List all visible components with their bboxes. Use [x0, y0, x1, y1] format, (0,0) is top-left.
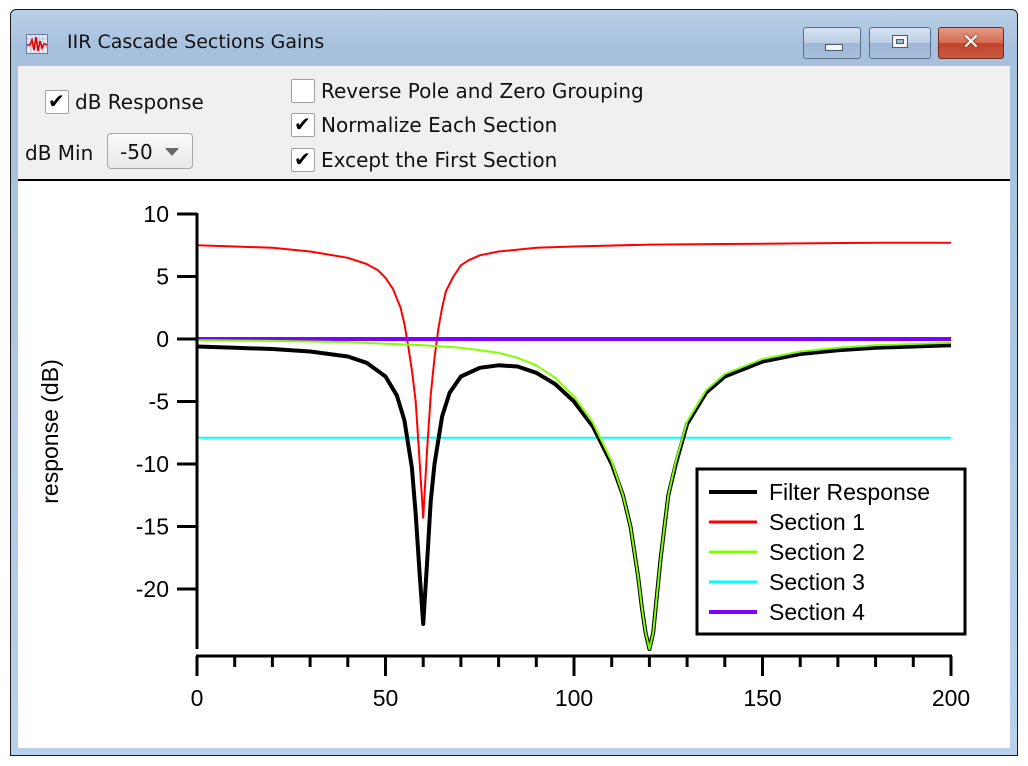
title-bar[interactable]: IIR Cascade Sections Gains ✕ — [11, 10, 1017, 66]
x-tick-label: 50 — [373, 685, 399, 711]
checkmark-icon: ✔ — [294, 147, 311, 171]
maximize-button[interactable] — [869, 27, 931, 59]
y-axis-label: response (dB) — [37, 359, 63, 503]
db-min-value: -50 — [120, 140, 153, 164]
series-line-filter-response — [196, 343, 952, 651]
db-response-checkbox[interactable]: ✔ dB Response — [45, 89, 204, 114]
reverse-grouping-checkbox[interactable]: Reverse Pole and Zero Grouping — [291, 79, 644, 103]
legend-label: Section 1 — [769, 509, 865, 535]
checkbox-box[interactable]: ✔ — [291, 112, 315, 137]
y-tick-label: 5 — [156, 264, 169, 290]
checkbox-box[interactable]: ✔ — [45, 89, 69, 114]
x-tick-label: 100 — [555, 685, 593, 711]
close-icon: ✕ — [961, 30, 981, 55]
checkbox-box[interactable] — [291, 79, 315, 103]
reverse-grouping-label: Reverse Pole and Zero Grouping — [321, 79, 644, 103]
db-min-dropdown[interactable]: -50 — [107, 133, 193, 169]
series-line-section-2 — [196, 339, 952, 650]
x-tick-label: 0 — [191, 685, 204, 711]
close-button[interactable]: ✕ — [938, 27, 1004, 59]
normalize-each-label: Normalize Each Section — [321, 113, 558, 137]
chevron-down-icon — [165, 148, 179, 156]
chart-legend: Filter Response Section 1 Section 2 Section… — [695, 467, 967, 636]
minimize-icon — [825, 44, 843, 51]
checkmark-icon: ✔ — [294, 112, 311, 136]
legend-label: Section 4 — [769, 599, 865, 625]
control-panel: ✔ dB Response dB Min -50 Reverse Pole an… — [18, 66, 1010, 181]
waveform-icon — [26, 34, 48, 54]
except-first-checkbox[interactable]: ✔ Except the First Section — [291, 147, 558, 172]
db-response-label: dB Response — [75, 90, 204, 114]
y-tick-label: -5 — [149, 389, 169, 415]
checkbox-box[interactable]: ✔ — [291, 147, 315, 172]
maximize-icon — [892, 35, 908, 48]
legend-label: Section 3 — [769, 569, 865, 595]
except-first-label: Except the First Section — [321, 148, 558, 172]
minimize-button[interactable] — [803, 27, 861, 59]
x-tick-label: 150 — [743, 685, 781, 711]
window-title: IIR Cascade Sections Gains — [67, 31, 325, 53]
x-tick-label: 200 — [932, 685, 970, 711]
y-tick-label: 10 — [143, 201, 169, 227]
plot-series — [196, 241, 952, 651]
legend-label: Filter Response — [769, 479, 930, 505]
app-window: IIR Cascade Sections Gains ✕ ✔ dB Respon… — [10, 9, 1018, 756]
y-tick-label: -20 — [136, 576, 169, 602]
series-line-section-1 — [196, 241, 951, 519]
checkmark-icon: ✔ — [48, 89, 65, 113]
normalize-each-checkbox[interactable]: ✔ Normalize Each Section — [291, 112, 558, 137]
db-min-label: dB Min — [25, 141, 94, 165]
y-tick-label: 0 — [156, 326, 169, 352]
y-tick-label: -10 — [136, 451, 169, 477]
y-tick-label: -15 — [136, 514, 169, 540]
legend-label: Section 2 — [769, 539, 865, 565]
